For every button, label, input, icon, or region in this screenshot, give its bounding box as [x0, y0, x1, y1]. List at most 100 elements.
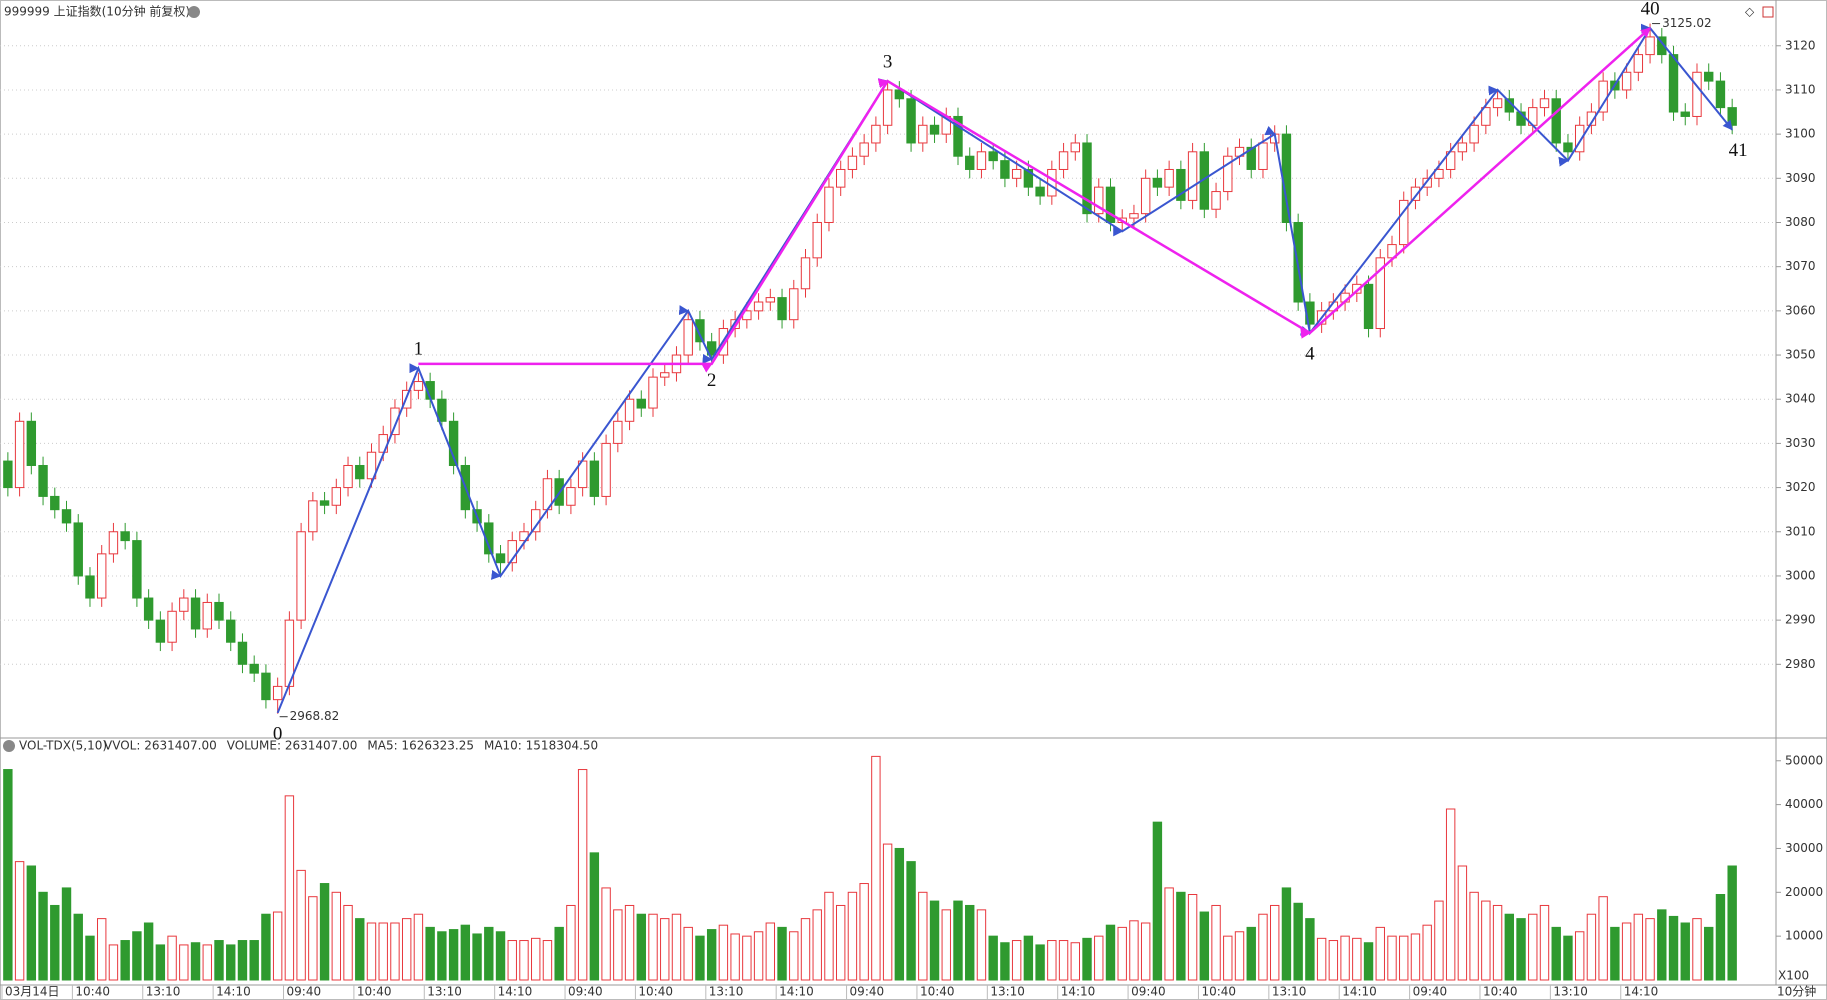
candle-body	[202, 601, 212, 630]
volume-bar	[425, 926, 435, 981]
candle-body	[1492, 98, 1503, 109]
volume-bar	[918, 891, 928, 981]
volume-bar	[601, 887, 611, 981]
vol-unit: X100	[1778, 969, 1809, 983]
wave-label: 1	[414, 339, 424, 360]
candle-body	[765, 297, 776, 303]
candle-body	[624, 398, 635, 422]
candle-body	[789, 288, 799, 321]
x-tick-label: 13:10	[427, 985, 462, 999]
volume-bar	[1692, 918, 1702, 981]
volume-bar	[1621, 922, 1632, 981]
volume-bar	[800, 918, 811, 981]
x-tick-label: 10:40	[357, 985, 392, 999]
volume-bar	[1047, 940, 1057, 981]
volume-bar	[542, 940, 553, 981]
candle-body	[1457, 142, 1468, 153]
volume-bar	[929, 900, 940, 981]
volume-bar	[894, 847, 905, 981]
candle-body	[589, 460, 600, 497]
vol-legend: MA10: 1518304.50	[484, 739, 598, 753]
volume-bar	[1223, 935, 1233, 981]
candle-body	[214, 601, 224, 621]
volume-bar	[789, 931, 799, 981]
volume-bar	[988, 935, 998, 981]
volume-bar	[3, 769, 13, 981]
candle-body	[1211, 191, 1221, 210]
x-tick-label: 09:40	[850, 985, 885, 999]
candle-body	[50, 495, 60, 511]
candle-body	[824, 186, 834, 223]
y-tick-label: 3000	[1785, 568, 1816, 582]
candle-body	[237, 641, 248, 665]
vol-tick-label: 20000	[1785, 885, 1823, 899]
volume-bar	[589, 852, 600, 981]
volume-bar	[554, 926, 564, 981]
x-tick-label: 13:10	[990, 985, 1025, 999]
candle-body	[753, 301, 764, 312]
candle-body	[1035, 186, 1045, 197]
candle-body	[308, 500, 318, 533]
volume-bar	[390, 922, 400, 981]
candle-body	[97, 553, 107, 599]
y-tick-label: 3050	[1785, 348, 1816, 362]
volume-bar	[437, 931, 447, 981]
candle-body	[1164, 168, 1174, 188]
x-tick-label: 14:10	[1342, 985, 1377, 999]
x-tick-label: 09:40	[287, 985, 322, 999]
volume-bar	[1305, 918, 1315, 981]
volume-bar	[120, 940, 130, 981]
volume-bar	[214, 940, 224, 981]
y-tick-label: 3070	[1785, 259, 1816, 273]
volume-bar	[132, 931, 142, 981]
volume-bar	[73, 913, 83, 981]
wave-label: 2	[707, 370, 717, 391]
volume-bar	[683, 926, 693, 981]
candle-body	[1563, 142, 1573, 153]
volume-bar	[108, 944, 119, 981]
y-tick-label: 3020	[1785, 480, 1816, 494]
volume-bar	[577, 769, 588, 981]
volume-bar	[1457, 865, 1468, 981]
candle-body	[319, 500, 330, 506]
y-tick-label: 3120	[1785, 38, 1816, 52]
volume-bar	[1094, 935, 1104, 981]
wave-label: 41	[1729, 140, 1748, 161]
volume-bar	[413, 913, 424, 981]
candle-body	[343, 464, 353, 489]
candle-body	[26, 420, 37, 466]
volume-bar	[1070, 942, 1080, 981]
volume-bar	[202, 944, 212, 981]
candle-body	[1047, 168, 1057, 197]
volume-bar	[671, 913, 682, 981]
candle-body	[226, 619, 236, 643]
volume-bar	[1375, 926, 1385, 981]
volume-bar	[167, 935, 177, 981]
volume-bar	[1035, 944, 1045, 981]
candle-body	[1363, 283, 1374, 330]
diamond-icon[interactable]: ◇	[1745, 5, 1755, 19]
x-tick-label: 10:40	[920, 985, 955, 999]
candle-body	[1715, 80, 1726, 109]
close-icon[interactable]	[1762, 6, 1774, 18]
x-tick-label: 10:40	[1483, 985, 1518, 999]
volume-bar	[777, 926, 787, 981]
volume-bar	[1199, 911, 1210, 981]
x-tick-label: 14:10	[1624, 985, 1659, 999]
volume-bar	[14, 861, 25, 981]
candle-body	[1070, 142, 1080, 153]
vol-tick-label: 50000	[1785, 753, 1823, 767]
vol-menu[interactable]	[3, 740, 15, 752]
candle-body	[812, 221, 822, 259]
candle-body	[1469, 124, 1479, 144]
x-tick-label: 09:40	[568, 985, 603, 999]
x-tick-label: 14:10	[779, 985, 814, 999]
volume-bar	[613, 909, 623, 981]
wave-label: 3	[883, 51, 893, 72]
volume-bar	[448, 929, 459, 981]
volume-bar	[1058, 940, 1069, 981]
candle-body	[355, 464, 365, 480]
title-menu[interactable]	[188, 6, 200, 18]
candle-body	[1680, 111, 1690, 117]
volume-bar	[472, 933, 482, 981]
